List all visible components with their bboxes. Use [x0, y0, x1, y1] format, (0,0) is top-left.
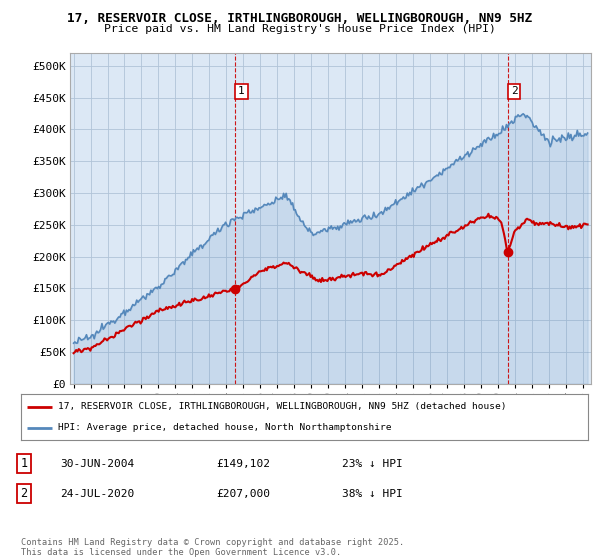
Text: £207,000: £207,000	[216, 489, 270, 499]
Text: 30-JUN-2004: 30-JUN-2004	[60, 459, 134, 469]
Text: 1: 1	[20, 457, 28, 470]
Text: 24-JUL-2020: 24-JUL-2020	[60, 489, 134, 499]
Text: £149,102: £149,102	[216, 459, 270, 469]
Text: Contains HM Land Registry data © Crown copyright and database right 2025.
This d: Contains HM Land Registry data © Crown c…	[21, 538, 404, 557]
Text: 1: 1	[238, 86, 245, 96]
Text: 17, RESERVOIR CLOSE, IRTHLINGBOROUGH, WELLINGBOROUGH, NN9 5HZ: 17, RESERVOIR CLOSE, IRTHLINGBOROUGH, WE…	[67, 12, 533, 25]
Text: HPI: Average price, detached house, North Northamptonshire: HPI: Average price, detached house, Nort…	[58, 423, 391, 432]
Text: 17, RESERVOIR CLOSE, IRTHLINGBOROUGH, WELLINGBOROUGH, NN9 5HZ (detached house): 17, RESERVOIR CLOSE, IRTHLINGBOROUGH, WE…	[58, 402, 506, 411]
Text: 23% ↓ HPI: 23% ↓ HPI	[342, 459, 403, 469]
Text: 2: 2	[511, 86, 518, 96]
Text: Price paid vs. HM Land Registry's House Price Index (HPI): Price paid vs. HM Land Registry's House …	[104, 24, 496, 34]
Text: 38% ↓ HPI: 38% ↓ HPI	[342, 489, 403, 499]
Text: 2: 2	[20, 487, 28, 501]
